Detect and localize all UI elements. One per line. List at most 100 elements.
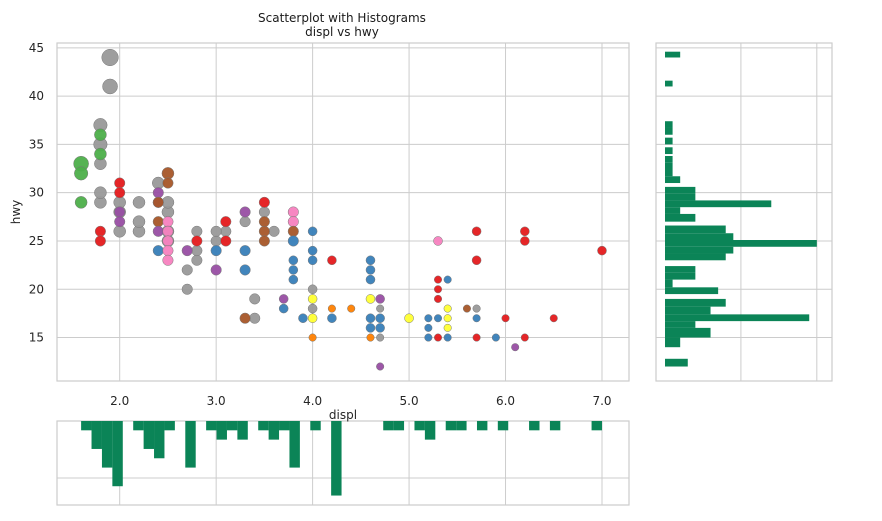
data-point	[327, 304, 336, 313]
data-point	[94, 235, 106, 247]
data-point	[239, 312, 251, 324]
data-point	[443, 323, 452, 332]
data-point	[239, 245, 251, 257]
y-tick-label: 45	[29, 41, 44, 55]
data-point	[434, 314, 443, 323]
data-point	[191, 235, 203, 247]
data-point	[327, 255, 337, 266]
hwy-hist-frame	[655, 42, 833, 382]
data-point	[152, 216, 164, 228]
data-point	[181, 283, 193, 295]
scatter-frame	[56, 42, 630, 382]
hwy-hist-bar	[665, 279, 673, 288]
data-point	[434, 294, 443, 303]
displ-hist-bar	[258, 421, 269, 431]
hwy-hist-bar	[665, 176, 681, 184]
data-point	[434, 275, 443, 284]
data-point	[162, 225, 174, 237]
x-axis-label: displ	[329, 408, 357, 422]
data-point	[307, 303, 318, 314]
data-point	[191, 254, 203, 266]
x-tick-label: 6.0	[496, 394, 515, 408]
data-point	[443, 333, 452, 342]
displ-hist-bar	[529, 421, 540, 431]
displ-hist-bar	[91, 421, 102, 449]
data-point	[210, 264, 222, 276]
displ-hist-bar	[216, 421, 227, 440]
data-point	[94, 225, 106, 237]
hwy-hist-bar	[665, 213, 696, 222]
data-point	[376, 304, 385, 313]
data-point	[365, 323, 376, 333]
displ-hist-bar	[393, 421, 405, 431]
data-point	[443, 275, 452, 284]
data-point	[404, 313, 414, 323]
data-point	[152, 225, 164, 237]
data-point	[258, 196, 270, 208]
y-tick-label: 30	[29, 186, 44, 200]
hwy-hist-bar	[665, 240, 817, 247]
displ-histogram	[56, 420, 630, 506]
data-point	[258, 225, 270, 237]
data-point	[549, 314, 558, 323]
data-point	[278, 303, 289, 314]
displ-hist-bar	[476, 421, 488, 431]
data-point	[327, 313, 337, 323]
data-point	[102, 78, 118, 95]
x-tick-label: 5.0	[400, 394, 419, 408]
data-point	[491, 333, 500, 342]
data-point	[114, 177, 126, 189]
data-point	[162, 216, 174, 228]
data-point	[287, 216, 299, 228]
displ-hist-bar	[549, 421, 561, 431]
data-point	[152, 245, 164, 257]
hwy-hist-bar	[665, 207, 681, 214]
data-point	[288, 274, 299, 285]
hwy-hist-bar	[665, 253, 726, 261]
displ-hist-bar	[226, 421, 238, 431]
data-point	[424, 314, 433, 323]
data-point	[287, 235, 299, 247]
data-point	[307, 313, 318, 323]
hwy-hist-bar	[665, 186, 696, 194]
data-point	[424, 333, 433, 342]
chart-title: Scatterplot with Histograms	[258, 11, 426, 25]
displ-hist-bar	[154, 421, 165, 459]
displ-hist-bar	[164, 421, 175, 431]
displ-hist-bar	[237, 421, 248, 440]
data-point	[162, 254, 174, 266]
data-point	[434, 285, 443, 294]
hwy-hist-bar	[665, 306, 711, 315]
data-point	[462, 304, 471, 313]
data-point	[132, 196, 146, 209]
data-point	[152, 187, 164, 199]
data-point	[365, 255, 376, 266]
hwy-hist-bar	[665, 358, 688, 367]
hwy-hist-bar	[665, 233, 734, 241]
data-point	[471, 255, 482, 266]
data-point	[472, 314, 481, 323]
data-point	[220, 216, 232, 228]
data-point	[94, 128, 107, 141]
hwy-hist-bar	[665, 51, 681, 58]
hwy-hist-bar	[665, 321, 696, 328]
displ-hist-bar	[445, 421, 457, 431]
displ-hist-bar	[497, 421, 509, 431]
y-tick-label: 35	[29, 137, 44, 151]
data-point	[307, 226, 318, 237]
hwy-hist-bar	[665, 147, 673, 155]
data-point	[375, 323, 385, 333]
displ-hist-bar	[424, 421, 436, 440]
hwy-hist-bar	[665, 200, 772, 208]
displ-hist-bar	[414, 421, 425, 431]
data-point	[307, 255, 318, 266]
data-point	[210, 245, 222, 257]
y-tick-label: 20	[29, 282, 44, 296]
hwy-hist-bar	[665, 193, 696, 201]
data-point	[365, 294, 376, 304]
data-point	[287, 206, 299, 218]
data-point	[472, 333, 481, 342]
data-point	[249, 293, 261, 305]
data-point	[278, 294, 289, 304]
